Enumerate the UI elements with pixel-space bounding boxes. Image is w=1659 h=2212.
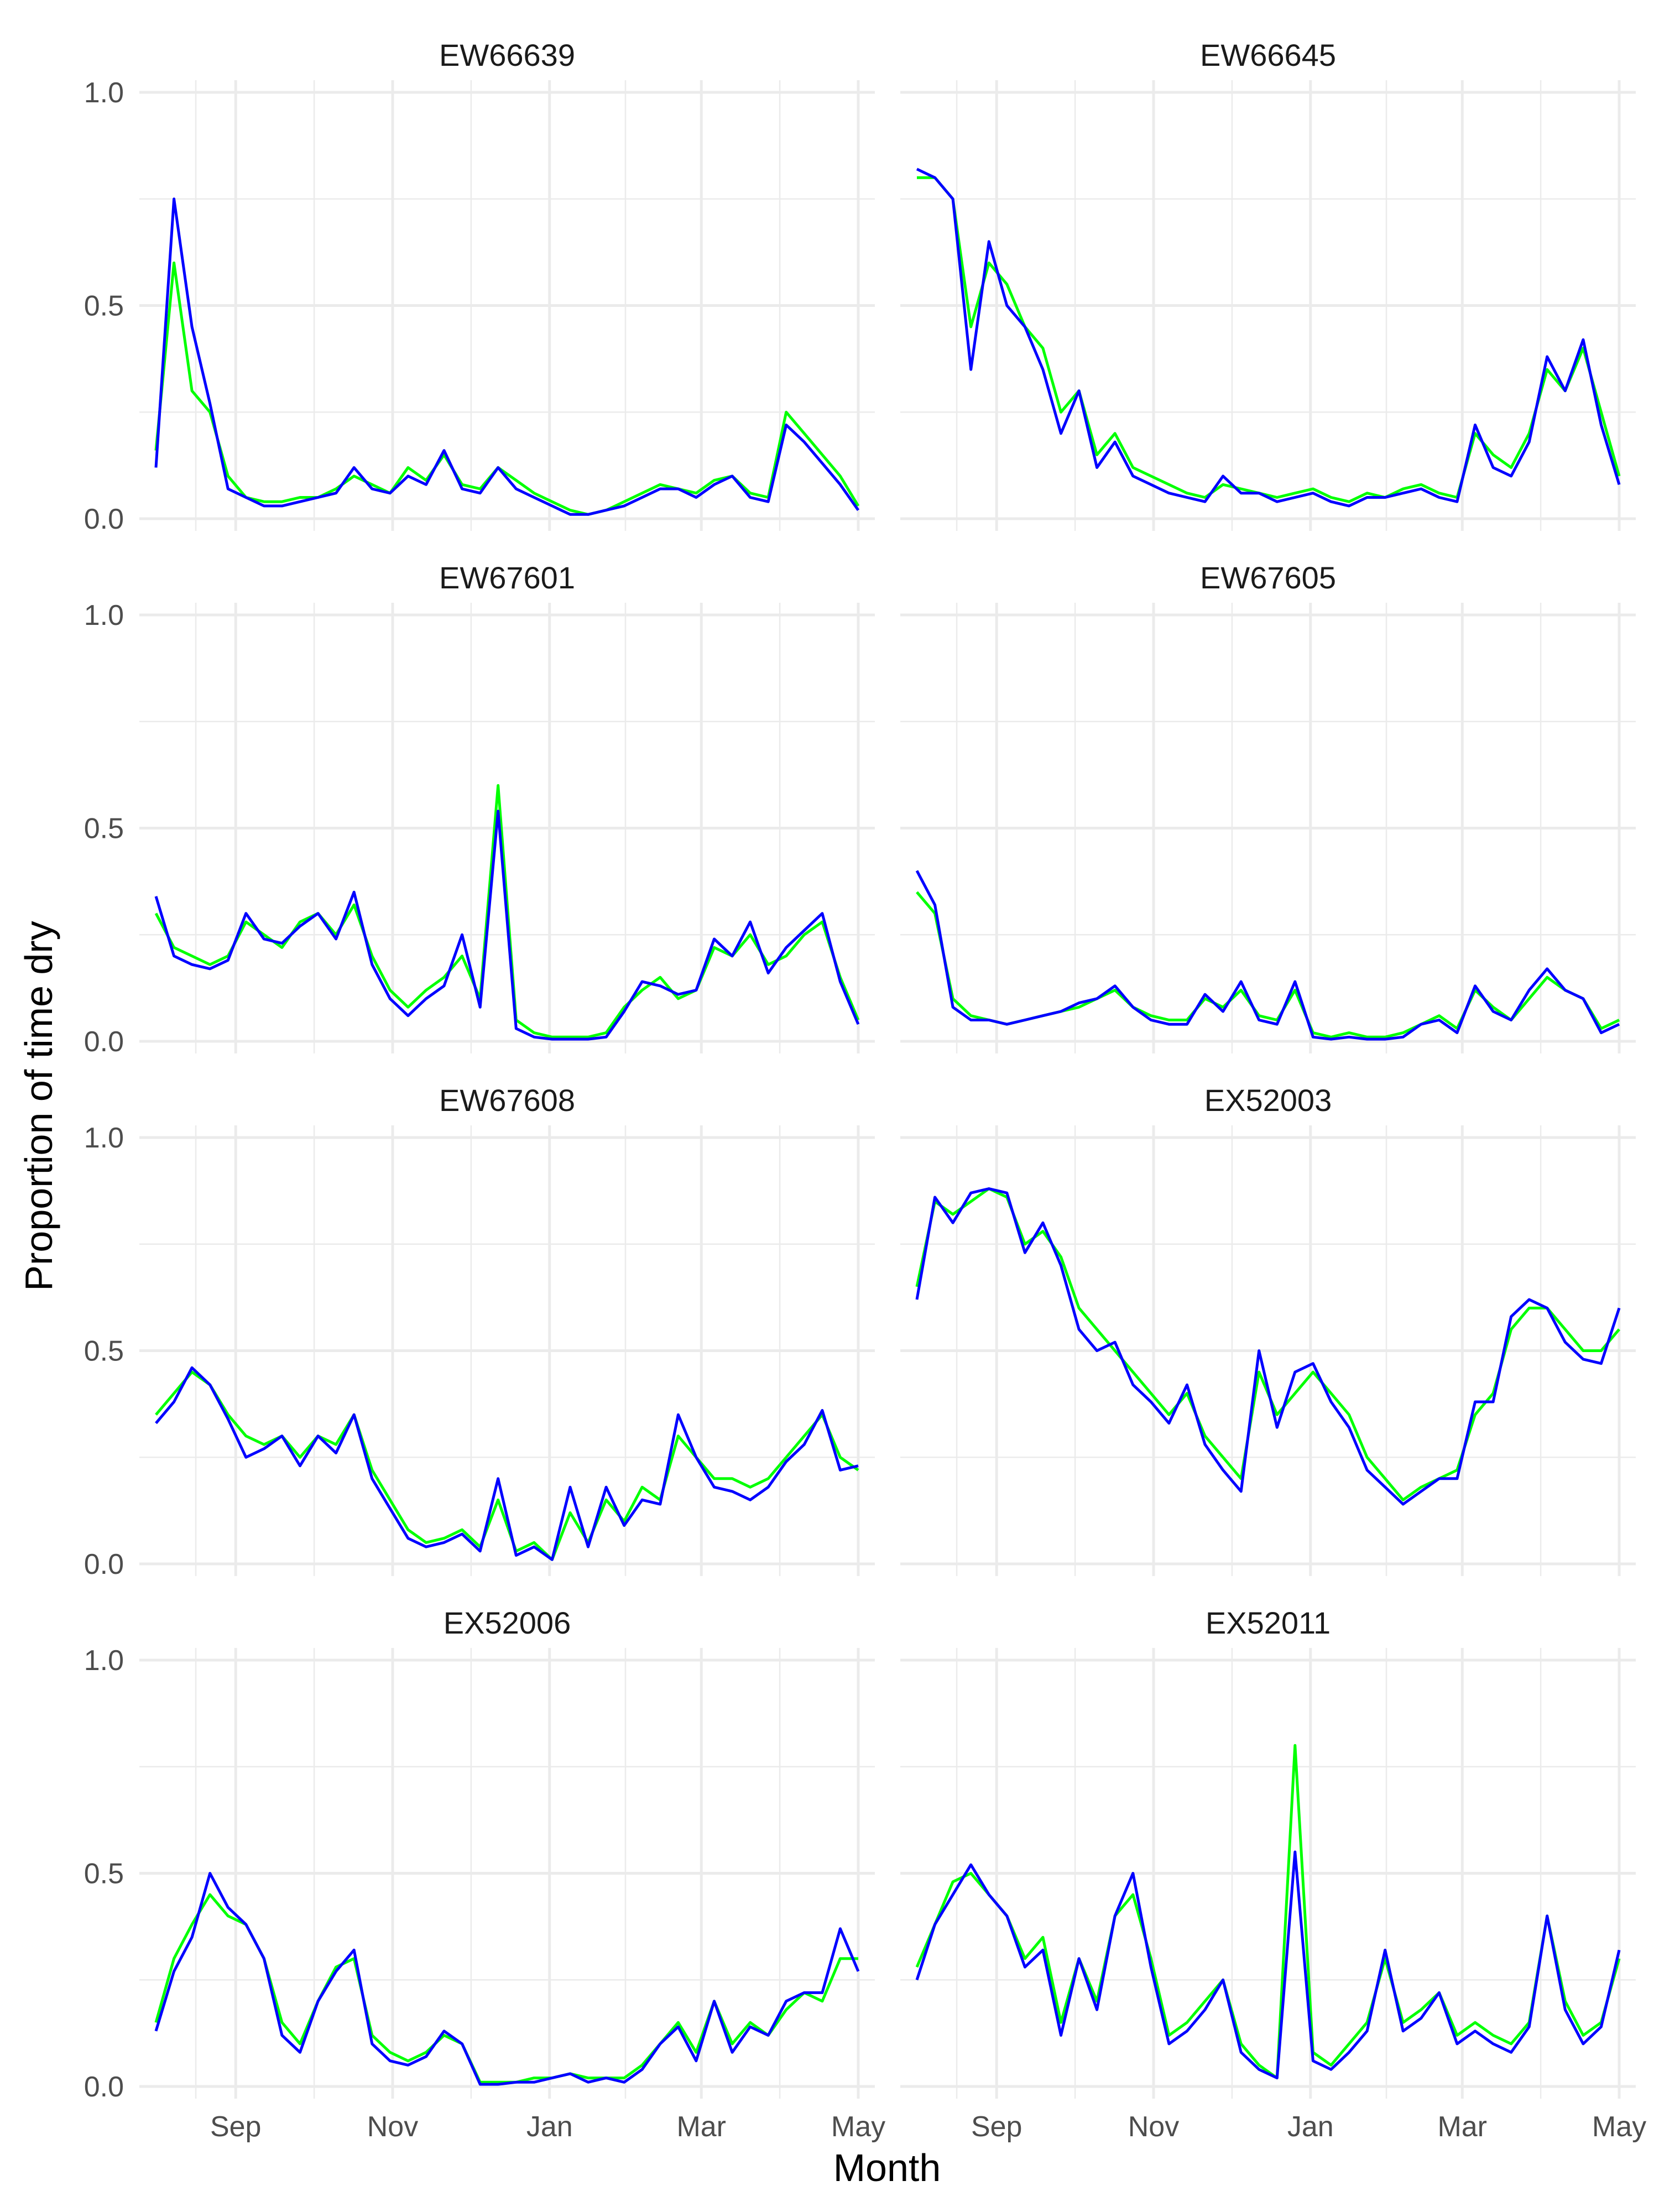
series-line-raw (917, 176, 1621, 503)
x-tick-label: Sep (210, 2111, 262, 2143)
panel-title: EW67608 (439, 1083, 575, 1118)
panel-ex52011: EX52011 Sep Nov Jan Mar May (900, 1605, 1646, 2143)
y-tick-label: 1.0 (84, 77, 124, 109)
panel-title: EX52011 (1206, 1605, 1331, 1640)
x-tick-label: May (831, 2111, 885, 2143)
panel-title: EW66645 (1200, 38, 1336, 72)
series-line-smoothed (915, 870, 1620, 1041)
y-axis-title: Proportion of time dry (17, 921, 60, 1291)
series-line-smoothed (915, 1850, 1621, 2080)
x-tick-label: Sep (971, 2111, 1022, 2143)
chart-panels: EW666390.00.51.0EW66645EW676010.00.51.0E… (84, 38, 1646, 2143)
y-tick-label: 0.0 (84, 1548, 124, 1580)
y-tick-label: 1.0 (84, 1645, 124, 1677)
y-tick-label: 0.0 (84, 1026, 124, 1058)
series-line-raw (915, 1187, 1620, 1501)
series-line-raw (155, 1370, 859, 1561)
x-axis-title: Month (833, 2146, 941, 2189)
panel-ew66645: EW66645 (900, 38, 1636, 531)
series-line-smoothed (916, 168, 1621, 508)
x-tick-label: Nov (1128, 2111, 1179, 2143)
x-tick-label: Nov (367, 2111, 418, 2143)
series-line-raw (154, 261, 860, 516)
y-tick-label: 0.5 (84, 813, 124, 845)
panel-ew67608: EW67608 0.0 0.5 1.0 (84, 1083, 875, 1580)
series-line-smoothed (154, 810, 860, 1041)
x-tick-label: Jan (1287, 2111, 1334, 2143)
series-line-smoothed (154, 197, 860, 516)
x-tick-label: May (1592, 2111, 1646, 2143)
x-tick-label: Mar (1437, 2111, 1487, 2143)
x-tick-label: Mar (676, 2111, 726, 2143)
series-line-raw (915, 1744, 1621, 2080)
panel-ex52003: EX52003 (900, 1083, 1636, 1576)
y-tick-label: 1.0 (84, 1122, 124, 1154)
panel-title: EW66639 (439, 38, 575, 72)
panel-ew67601: EW67601 0.0 0.5 1.0 (84, 560, 875, 1058)
panel-ew67605: EW67605 (900, 560, 1636, 1053)
panel-title: EW67605 (1200, 560, 1336, 595)
panel-title: EX52006 (444, 1605, 571, 1640)
series-line-smoothed (155, 1366, 859, 1561)
panel-ex52006: EX52006 0.0 0.5 1.0 Sep Nov Jan Mar May (84, 1605, 885, 2143)
y-tick-label: 0.5 (84, 1858, 124, 1890)
y-tick-label: 0.5 (84, 290, 124, 322)
panel-title: EX52003 (1204, 1083, 1332, 1118)
series-line-smoothed (915, 1187, 1621, 1506)
y-tick-label: 0.0 (84, 2071, 124, 2103)
panel-ew66639: EW66639 0.0 0.5 1.0 (84, 38, 875, 535)
panel-title: EW67601 (439, 560, 575, 595)
series-line-raw (154, 1893, 858, 2084)
series-line-smoothed (154, 1872, 860, 2086)
y-tick-label: 0.0 (84, 503, 124, 535)
y-tick-label: 1.0 (84, 599, 124, 632)
x-tick-label: Jan (526, 2111, 573, 2143)
y-tick-label: 0.5 (84, 1335, 124, 1368)
